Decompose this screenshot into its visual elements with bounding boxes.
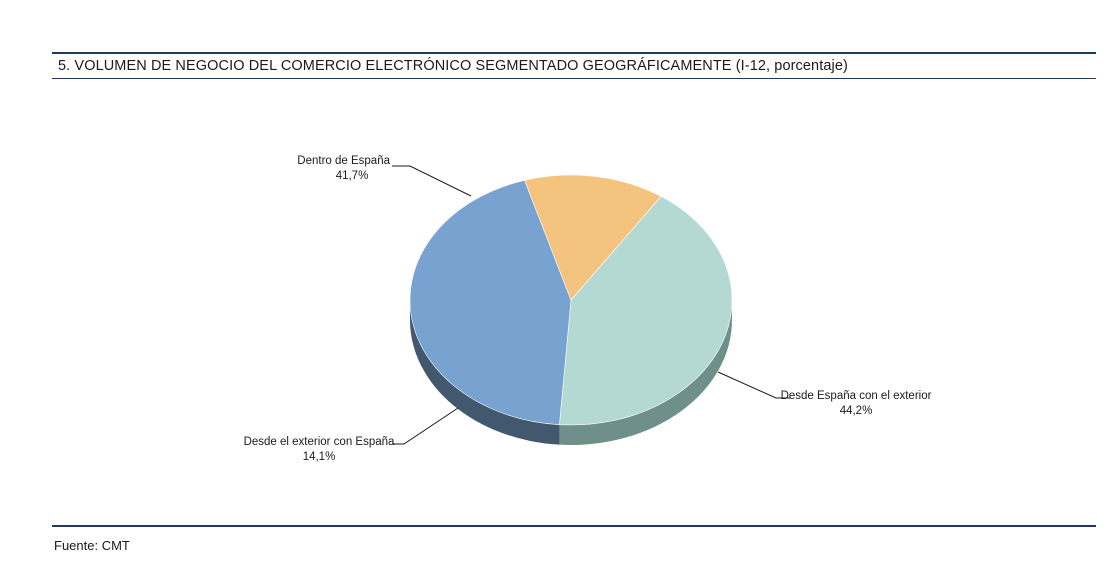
slice-value-desde-espana-con-el-exterior: 44,2% [840,405,873,417]
slice-value-desde-el-exterior-con-espana: 14,1% [303,451,336,463]
leader-lines [392,165,790,445]
header-rule-bottom [52,78,1096,79]
slice-label-desde-espana-con-el-exterior: Desde España con el exterior [781,390,932,402]
pie-depth [410,300,732,445]
slice-side-desde-espana-con-el-exterior [410,300,560,445]
slice-label-desde-el-exterior-con-espana: Desde el exterior con España [244,436,395,448]
leader-line-desde-el-exterior-con-espana [392,407,459,445]
slice-label-dentro-de-espana: Dentro de España [297,155,390,167]
leader-line-dentro-de-espana [392,165,472,197]
chart-title: 5. VOLUMEN DE NEGOCIO DEL COMERCIO ELECT… [58,58,848,74]
header-rule-top [52,52,1096,54]
source-note: Fuente: CMT [54,538,130,553]
pie-slices [409,174,733,426]
footer-rule [52,525,1096,527]
leader-line-desde-espana-con-el-exterior [717,371,790,399]
slice-value-dentro-de-espana: 41,7% [336,170,369,182]
slice-desde-espana-con-el-exterior [409,179,572,425]
slice-desde-el-exterior-con-espana [524,174,662,301]
slice-labels: Dentro de España 41,7% Desde España con el… [244,155,932,463]
slice-side-dentro-de-espana [559,300,732,445]
slice-dentro-de-espana [559,195,733,426]
